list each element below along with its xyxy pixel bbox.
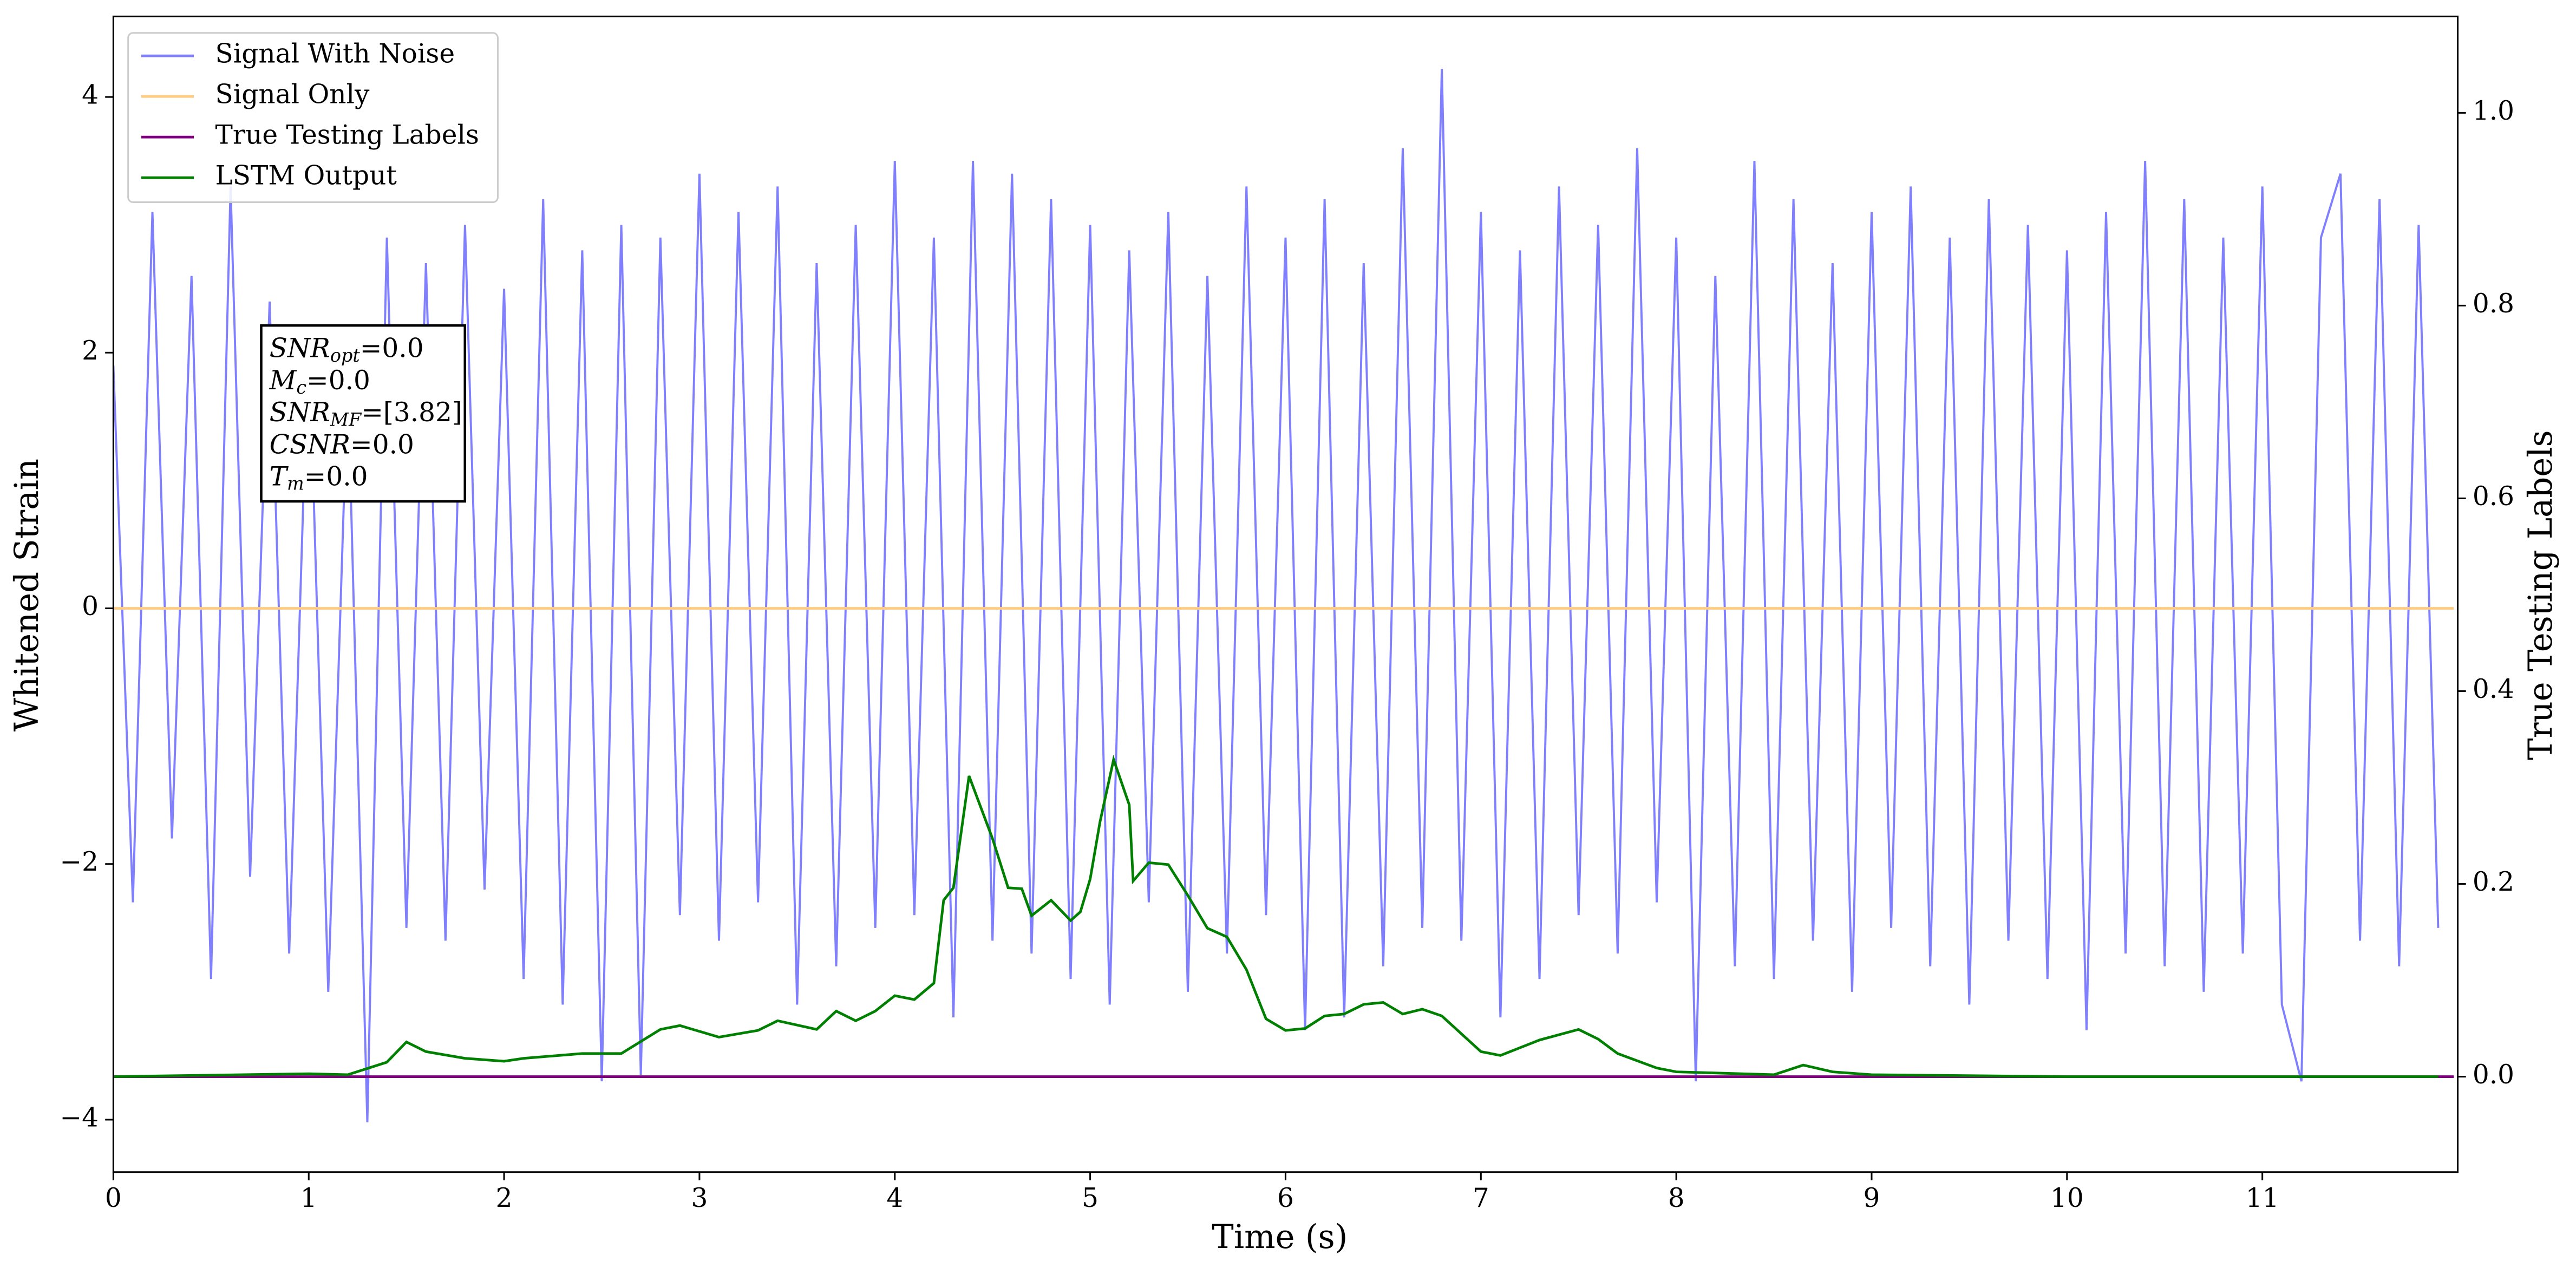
y-tick-label: 4 (82, 80, 99, 110)
annotation-symbol: M (269, 365, 297, 395)
x-tick-label: 2 (496, 1183, 513, 1213)
legend-label: LSTM Output (215, 161, 397, 191)
y2-axis-label: True Testing Labels (2522, 430, 2560, 760)
annotation-subscript: MF (330, 409, 362, 430)
annotation-line: CSNR=0.0 (270, 429, 414, 460)
x-tick-label: 5 (1082, 1183, 1099, 1213)
x-tick-label: 11 (2246, 1183, 2279, 1213)
x-tick-label: 8 (1668, 1183, 1685, 1213)
y2-tick-label: 0.0 (2473, 1060, 2514, 1090)
annotation-value: =0.0 (304, 461, 368, 492)
x-tick-label: 9 (1864, 1183, 1880, 1213)
y2-tick-label: 0.2 (2473, 867, 2514, 897)
plot-frame (112, 15, 2459, 1173)
y2-tick-label: 1.0 (2473, 96, 2514, 126)
annotation-subscript: opt (330, 345, 360, 366)
x-axis-label: Time (s) (1212, 1218, 1348, 1256)
annotation-value: =0.0 (360, 333, 424, 363)
y2-tick-label: 0.4 (2473, 674, 2514, 704)
annotation-symbol: T (270, 461, 289, 492)
series-line (113, 754, 2438, 1078)
y-tick-label: 0 (82, 591, 99, 622)
series-line (113, 69, 2440, 1122)
x-tick-label: 7 (1473, 1183, 1489, 1213)
annotation-subscript: m (287, 473, 304, 494)
legend-label: Signal Only (215, 80, 370, 110)
annotation-value: =0.0 (306, 365, 370, 395)
annotation-symbol: SNR (270, 333, 330, 363)
annotation-value: =[3.82] (361, 397, 462, 428)
x-tick-label: 0 (105, 1183, 122, 1213)
x-tick-label: 6 (1277, 1183, 1294, 1213)
annotation-line: SNRopt=0.0 (270, 333, 424, 366)
x-tick-label: 1 (300, 1183, 317, 1213)
annotation: SNRopt=0.0Mc=0.0SNRMF=[3.82]CSNR=0.0Tm=0… (260, 324, 467, 503)
legend-box (127, 32, 499, 203)
annotation-line: SNRMF=[3.82] (270, 397, 462, 430)
x-tick-label: 3 (691, 1183, 708, 1213)
y-axis-label: Whitened Strain (8, 459, 46, 731)
annotation-box (260, 324, 467, 503)
y-tick-label: 2 (82, 336, 99, 366)
annotation-subscript: c (296, 377, 306, 398)
y2-tick-label: 0.6 (2473, 481, 2514, 512)
annotation-value: =0.0 (350, 429, 414, 460)
legend-label: True Testing Labels (215, 120, 479, 151)
legend: Signal With Noise Signal Only True Testing… (127, 32, 499, 203)
y-tick-label: −4 (60, 1102, 99, 1133)
annotation-line: Tm=0.0 (270, 461, 368, 494)
annotation-line: Mc=0.0 (269, 365, 370, 398)
annotation-symbol: CSNR (270, 429, 350, 460)
annotation-symbol: SNR (270, 397, 330, 428)
y-tick-label: −2 (60, 847, 99, 877)
legend-label: Signal With Noise (215, 39, 455, 69)
x-tick-label: 10 (2050, 1183, 2084, 1213)
y2-tick-label: 0.8 (2473, 289, 2514, 319)
x-tick-label: 4 (886, 1183, 903, 1213)
